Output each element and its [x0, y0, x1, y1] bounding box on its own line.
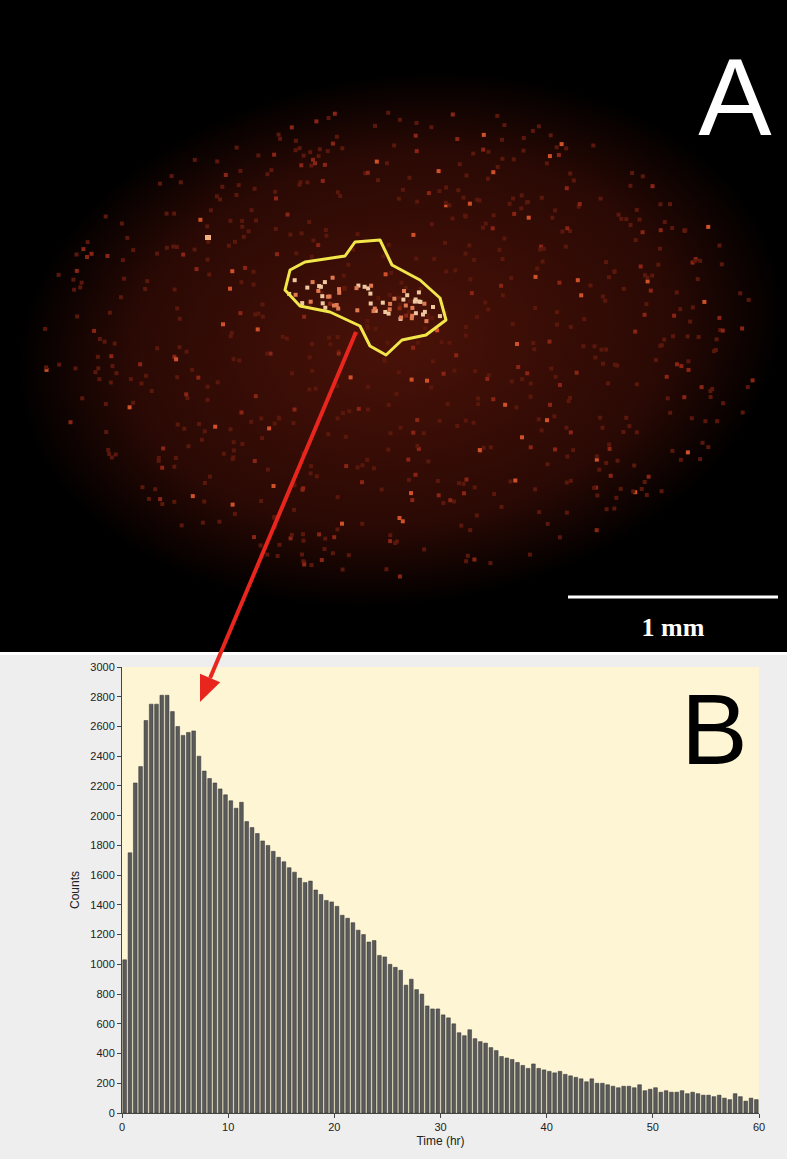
svg-text:2200: 2200	[90, 780, 114, 792]
svg-text:2000: 2000	[90, 810, 114, 822]
svg-text:1600: 1600	[90, 869, 114, 881]
svg-text:10: 10	[222, 1121, 234, 1133]
svg-text:2400: 2400	[90, 750, 114, 762]
svg-text:A: A	[698, 35, 772, 158]
svg-text:60: 60	[753, 1121, 765, 1133]
svg-text:1000: 1000	[90, 958, 114, 970]
svg-text:800: 800	[96, 988, 114, 1000]
svg-text:1400: 1400	[90, 899, 114, 911]
svg-text:Time (hr): Time (hr)	[416, 1134, 464, 1148]
svg-text:B: B	[681, 673, 748, 785]
svg-text:2600: 2600	[90, 720, 114, 732]
svg-text:0: 0	[119, 1121, 125, 1133]
svg-text:30: 30	[434, 1121, 446, 1133]
svg-text:400: 400	[96, 1047, 114, 1059]
svg-text:40: 40	[541, 1121, 553, 1133]
svg-text:0: 0	[109, 1107, 115, 1119]
svg-text:Counts: Counts	[68, 871, 82, 909]
svg-text:1200: 1200	[90, 928, 114, 940]
svg-text:1800: 1800	[90, 839, 114, 851]
svg-text:50: 50	[647, 1121, 659, 1133]
svg-text:200: 200	[96, 1077, 114, 1089]
svg-text:20: 20	[328, 1121, 340, 1133]
svg-text:1 mm: 1 mm	[642, 613, 705, 642]
svg-text:2800: 2800	[90, 691, 114, 703]
svg-text:3000: 3000	[90, 661, 114, 673]
svg-text:600: 600	[96, 1018, 114, 1030]
